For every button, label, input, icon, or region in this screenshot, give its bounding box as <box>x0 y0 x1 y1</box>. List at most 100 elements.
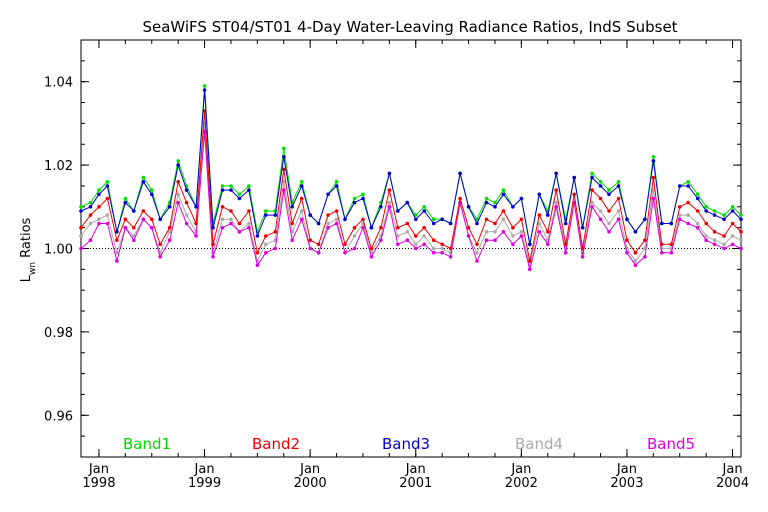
y-axis-label-subscript: wn <box>28 262 38 275</box>
data-point <box>519 234 524 238</box>
data-point <box>722 217 726 222</box>
data-point <box>422 209 427 213</box>
x-tick-label-year: 2000 <box>294 476 327 491</box>
data-point <box>458 196 462 201</box>
data-point <box>493 238 497 242</box>
data-point <box>105 180 110 184</box>
data-point <box>537 213 542 217</box>
data-point <box>431 250 436 255</box>
data-point <box>167 238 172 242</box>
data-point <box>730 205 735 209</box>
data-point <box>211 254 215 259</box>
data-point <box>379 205 383 209</box>
data-point <box>326 225 330 230</box>
data-point <box>88 205 93 209</box>
data-point <box>282 155 286 159</box>
data-point <box>123 217 128 222</box>
data-point <box>730 234 735 238</box>
data-point <box>730 221 735 226</box>
data-point <box>546 230 550 234</box>
data-point <box>299 196 304 201</box>
data-point <box>563 250 568 255</box>
data-point <box>572 192 576 197</box>
data-point <box>308 246 313 251</box>
data-point <box>176 163 180 167</box>
data-point <box>590 200 594 205</box>
series-line <box>80 85 742 245</box>
data-point <box>739 230 743 234</box>
data-point <box>475 221 479 226</box>
data-point <box>580 254 585 259</box>
data-point <box>598 180 603 184</box>
data-point <box>695 196 700 201</box>
data-point <box>598 217 603 222</box>
data-point <box>590 171 594 176</box>
data-point <box>440 217 445 222</box>
data-point <box>79 246 83 251</box>
data-point <box>616 196 621 201</box>
data-point <box>493 230 497 234</box>
data-point <box>607 192 611 197</box>
data-point <box>176 192 180 197</box>
data-point <box>123 225 128 230</box>
data-point <box>537 192 542 197</box>
data-point <box>722 246 726 251</box>
data-point <box>290 238 295 242</box>
data-point <box>501 188 506 192</box>
data-point <box>326 213 330 217</box>
data-point <box>607 230 611 234</box>
data-point <box>422 225 427 230</box>
data-point <box>686 221 690 226</box>
data-point <box>220 184 225 188</box>
series-line <box>80 131 742 270</box>
data-point <box>493 221 497 226</box>
data-point <box>554 205 558 209</box>
data-point <box>554 171 558 176</box>
data-point <box>616 184 621 188</box>
data-point <box>220 205 225 209</box>
data-point <box>247 209 251 213</box>
data-point <box>537 230 542 234</box>
series-line <box>80 89 742 245</box>
data-point <box>633 263 638 268</box>
data-point <box>528 267 532 272</box>
data-point <box>194 205 198 209</box>
data-point <box>511 242 515 247</box>
data-point <box>123 200 128 205</box>
x-tick-label-year: 1998 <box>82 476 115 491</box>
data-point <box>686 213 690 217</box>
data-point <box>202 88 207 92</box>
data-point <box>554 188 558 192</box>
data-point <box>607 209 611 213</box>
data-point <box>572 175 576 180</box>
y-tick-label: 0.98 <box>44 326 73 341</box>
data-point <box>316 242 321 247</box>
data-point <box>546 242 550 247</box>
chart-title: SeaWiFS ST04/ST01 4-Day Water-Leaving Ra… <box>142 18 677 36</box>
data-point <box>237 192 242 197</box>
series-band4 <box>79 121 743 268</box>
data-point <box>704 209 708 213</box>
data-point <box>369 246 374 251</box>
data-point <box>237 196 242 201</box>
data-point <box>334 180 339 184</box>
data-point <box>405 200 410 205</box>
data-point <box>440 250 445 255</box>
data-point <box>475 250 479 255</box>
data-point <box>334 209 339 213</box>
data-point <box>431 246 436 251</box>
data-point <box>361 196 365 201</box>
data-point <box>730 209 735 213</box>
data-point <box>651 188 656 192</box>
data-point <box>448 246 453 251</box>
data-point <box>326 192 330 197</box>
data-point <box>431 238 436 242</box>
data-point <box>695 209 700 213</box>
legend-item-band2: Band2 <box>252 435 300 453</box>
data-point <box>290 221 295 226</box>
data-point <box>396 234 400 238</box>
data-point <box>466 205 471 209</box>
data-point <box>352 234 357 238</box>
x-tick-label-month: Jan <box>299 462 320 477</box>
